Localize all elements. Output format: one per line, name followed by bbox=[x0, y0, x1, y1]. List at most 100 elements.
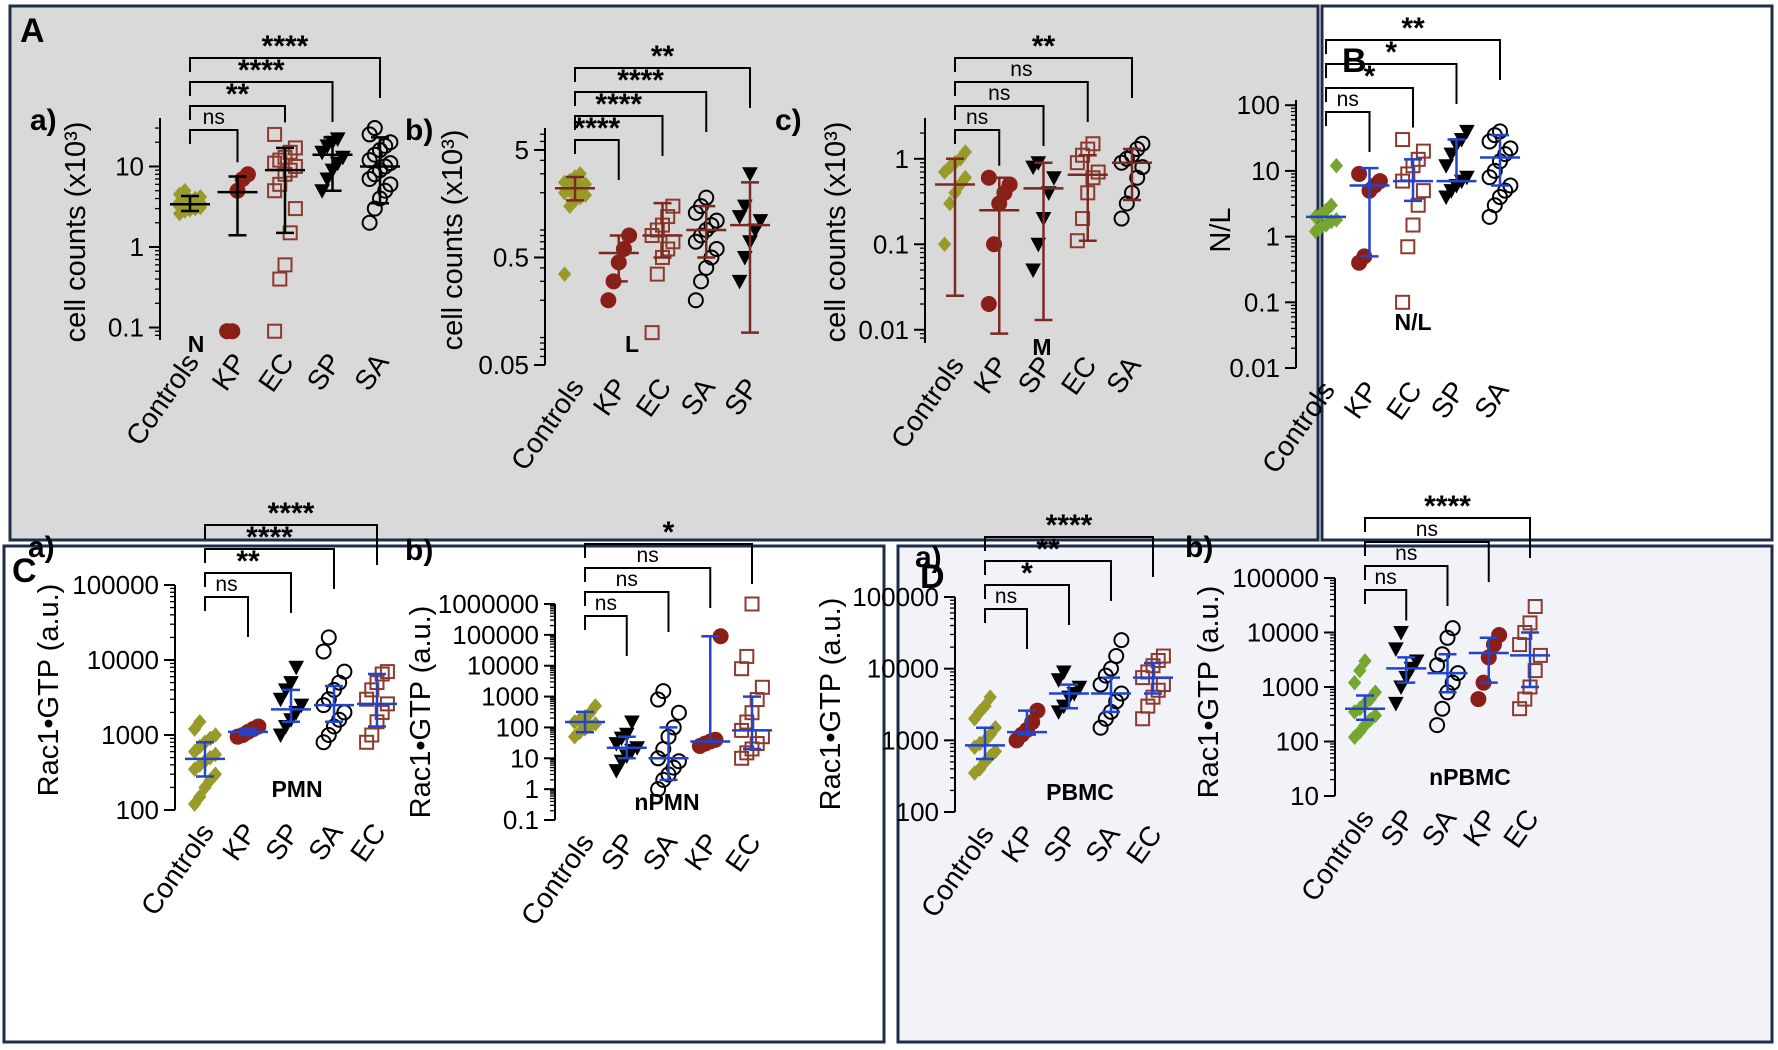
data-point-square bbox=[1415, 183, 1431, 199]
panel-letter-A: A bbox=[20, 12, 45, 50]
data-point-square bbox=[272, 152, 288, 168]
data-point-diamond bbox=[983, 689, 997, 705]
data-point-diamond bbox=[937, 236, 952, 253]
y-tick-label: 0.01 bbox=[858, 315, 909, 345]
data-point-diamond bbox=[978, 698, 992, 714]
data-point-circle bbox=[1439, 629, 1456, 646]
data-point-diamond bbox=[1353, 662, 1367, 679]
data-point-diamond bbox=[193, 789, 207, 805]
y-tick-label: 0.1 bbox=[108, 313, 144, 343]
data-point-triangle bbox=[1443, 147, 1460, 163]
significance-label: ns bbox=[1375, 566, 1397, 589]
significance-label: ns bbox=[215, 573, 237, 596]
y-tick-label: 1 bbox=[525, 774, 539, 804]
data-point-triangle bbox=[624, 715, 640, 731]
significance-bracket bbox=[1325, 87, 1414, 128]
data-point-circle bbox=[1001, 176, 1018, 193]
data-point-circle bbox=[1444, 674, 1461, 691]
significance-bracket bbox=[954, 57, 1133, 98]
significance-bracket bbox=[204, 548, 335, 589]
data-point-triangle bbox=[1055, 665, 1072, 681]
panel-C-background bbox=[2, 544, 886, 1044]
significance-label: ns bbox=[966, 106, 988, 129]
data-point-square bbox=[1405, 217, 1421, 233]
significance-label: ns bbox=[203, 106, 225, 129]
data-point-square bbox=[272, 176, 288, 192]
significance-bracket bbox=[204, 524, 378, 565]
significance-bracket bbox=[204, 596, 249, 637]
significance-label: **** bbox=[617, 64, 664, 97]
significance-label: ns bbox=[616, 568, 638, 591]
panel-letter-C: C bbox=[12, 552, 37, 590]
y-tick-label: 10 bbox=[115, 151, 144, 181]
data-point-diamond bbox=[208, 766, 223, 782]
cell-type-label: M bbox=[1032, 334, 1051, 360]
sub-panel-label: a) bbox=[915, 541, 942, 574]
data-point-circle bbox=[336, 663, 353, 680]
y-axis-label: Rac1•GTP (a.u.) bbox=[1193, 586, 1225, 799]
data-point-circle bbox=[1092, 676, 1109, 693]
significance-bracket bbox=[189, 57, 381, 98]
data-point-square bbox=[1410, 197, 1426, 213]
data-point-square bbox=[287, 158, 303, 174]
data-point-square bbox=[1527, 663, 1543, 679]
data-point-circle bbox=[650, 781, 667, 798]
significance-label: **** bbox=[238, 54, 285, 87]
significance-label: ** bbox=[236, 545, 260, 578]
significance-bracket bbox=[574, 139, 620, 180]
data-point-circle bbox=[600, 292, 617, 309]
cell-type-label: nPMN bbox=[634, 789, 699, 815]
data-point-triangle bbox=[1459, 170, 1475, 186]
data-point-square bbox=[1395, 132, 1411, 148]
significance-label: ns bbox=[995, 585, 1017, 608]
data-point-circle bbox=[707, 731, 724, 748]
significance-label: **** bbox=[268, 497, 315, 530]
y-tick-label: 10000 bbox=[467, 651, 539, 681]
significance-bracket bbox=[1364, 565, 1449, 606]
significance-bracket bbox=[189, 129, 239, 163]
significance-bracket bbox=[984, 536, 1154, 577]
data-point-triangle bbox=[319, 172, 336, 188]
data-point-square bbox=[1155, 648, 1171, 664]
y-axis-label: Rac1•GTP (a.u.) bbox=[405, 606, 437, 819]
significance-bracket bbox=[584, 615, 628, 656]
y-tick-label: 0.1 bbox=[1244, 287, 1280, 317]
significance-bracket bbox=[984, 584, 1070, 625]
significance-bracket bbox=[954, 105, 1045, 146]
data-point-diamond bbox=[958, 144, 973, 160]
data-point-circle bbox=[1486, 162, 1503, 179]
data-point-square bbox=[267, 126, 283, 142]
data-point-circle bbox=[1497, 182, 1514, 199]
data-point-triangle bbox=[1040, 186, 1057, 201]
data-point-diamond bbox=[588, 698, 603, 714]
y-tick-label: 10000 bbox=[867, 654, 939, 684]
data-point-triangle bbox=[618, 727, 635, 743]
data-point-diamond bbox=[1358, 653, 1372, 669]
data-point-circle bbox=[239, 166, 256, 183]
data-point-circle bbox=[670, 753, 687, 770]
data-point-square bbox=[734, 750, 750, 766]
data-point-triangle bbox=[752, 214, 769, 229]
data-point-triangle bbox=[1388, 696, 1404, 712]
y-tick-label: 0.5 bbox=[493, 242, 529, 272]
significance-bracket bbox=[1364, 517, 1531, 558]
y-tick-label: 1000 bbox=[881, 725, 939, 755]
y-tick-label: 10000 bbox=[1247, 618, 1319, 648]
significance-label: ns bbox=[1395, 542, 1417, 565]
data-point-square bbox=[739, 745, 755, 761]
data-point-circle bbox=[1429, 717, 1446, 734]
significance-label: * bbox=[1021, 557, 1033, 590]
y-axis-label: Rac1•GTP (a.u.) bbox=[33, 584, 65, 797]
y-tick-label: 100000 bbox=[72, 570, 159, 600]
significance-label: **** bbox=[595, 88, 642, 121]
data-point-square bbox=[379, 664, 395, 680]
significance-label: * bbox=[663, 516, 675, 549]
sub-panel-label: b) bbox=[405, 534, 433, 567]
panel-B-background bbox=[1320, 4, 1774, 542]
significance-label: ** bbox=[1032, 30, 1056, 63]
data-point-triangle bbox=[731, 274, 748, 290]
data-point-diamond bbox=[1368, 684, 1383, 701]
y-tick-label: 1000 bbox=[101, 720, 159, 750]
data-point-diamond bbox=[193, 714, 207, 730]
data-point-square bbox=[1085, 136, 1101, 152]
